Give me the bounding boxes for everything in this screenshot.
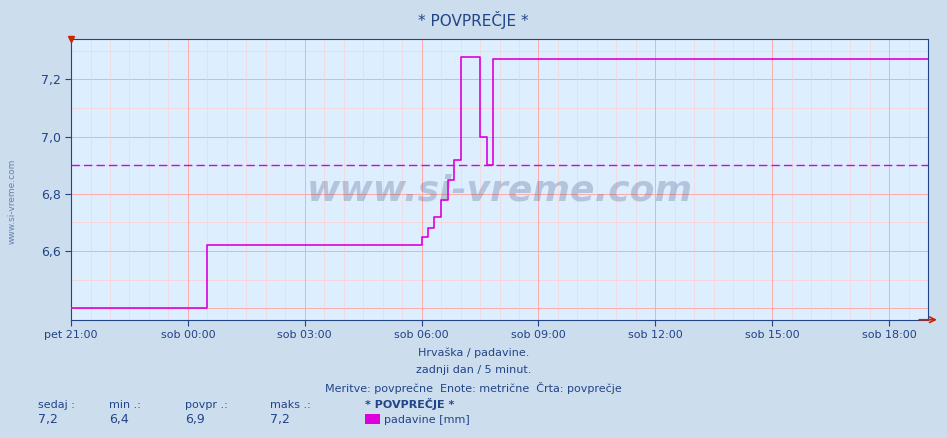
Text: www.si-vreme.com: www.si-vreme.com: [307, 174, 692, 208]
Text: 6,9: 6,9: [185, 413, 205, 426]
Text: maks .:: maks .:: [270, 400, 311, 410]
Text: povpr .:: povpr .:: [185, 400, 227, 410]
Text: * POVPREČJE *: * POVPREČJE *: [419, 11, 528, 29]
Text: 7,2: 7,2: [270, 413, 290, 426]
Text: Hrvaška / padavine.: Hrvaška / padavine.: [418, 347, 529, 358]
Text: sedaj :: sedaj :: [38, 400, 75, 410]
Text: www.si-vreme.com: www.si-vreme.com: [8, 159, 17, 244]
Text: * POVPREČJE *: * POVPREČJE *: [365, 398, 454, 410]
Text: min .:: min .:: [109, 400, 141, 410]
Text: 6,4: 6,4: [109, 413, 129, 426]
Text: 7,2: 7,2: [38, 413, 58, 426]
Text: Meritve: povprečne  Enote: metrične  Črta: povprečje: Meritve: povprečne Enote: metrične Črta:…: [325, 381, 622, 394]
Text: padavine [mm]: padavine [mm]: [384, 415, 470, 425]
Text: zadnji dan / 5 minut.: zadnji dan / 5 minut.: [416, 365, 531, 375]
